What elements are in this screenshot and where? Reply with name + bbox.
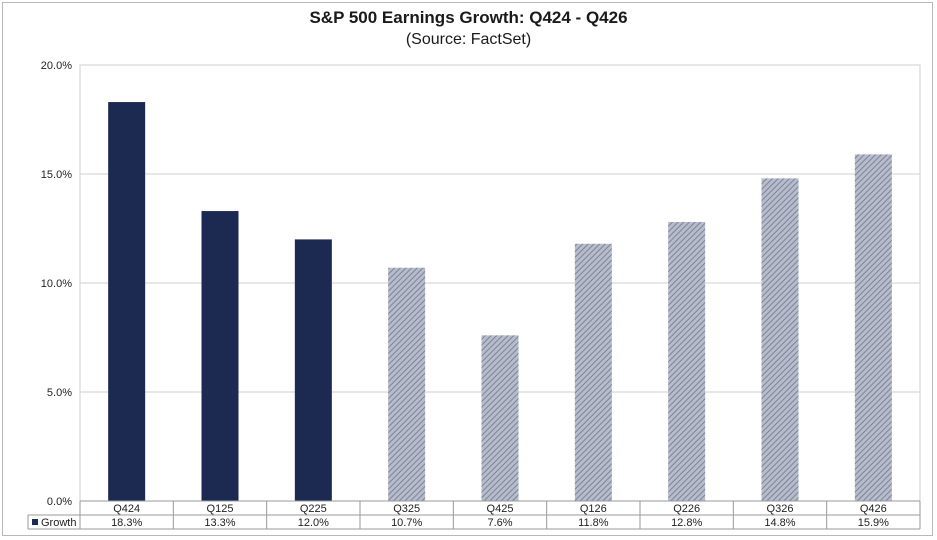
data-label: 18.3% [111,517,142,529]
x-tick-label: Q425 [487,503,514,515]
bars [108,102,892,502]
bar-q225 [294,239,332,501]
y-axis: 0.0% 5.0% 10.0% 15.0% 20.0% [41,60,72,508]
x-tick-label: Q326 [767,503,794,515]
y-tick-label: 15.0% [41,169,72,181]
data-table: Q424 18.3% Q125 13.3% Q225 12.0% Q325 10.7% Q425… [27,500,921,530]
data-label: 15.9% [858,517,889,529]
bar-q425 [481,335,519,501]
data-label: 12.0% [298,517,329,529]
legend-swatch [32,519,38,525]
bar-q125 [201,211,239,501]
data-label: 11.8% [578,517,609,529]
bar-q424 [108,102,146,501]
legend-label: Growth [41,517,76,529]
x-tick-label: Q225 [300,503,327,515]
x-tick-label: Q125 [207,503,234,515]
data-label: 14.8% [764,517,795,529]
bar-q426 [854,154,892,501]
chart-subtitle: (Source: FactSet) [405,31,532,48]
x-tick-label: Q126 [580,503,607,515]
data-label: 12.8% [671,517,702,529]
data-label: 13.3% [204,517,235,529]
y-tick-label: 0.0% [47,496,72,508]
bar-q226 [668,221,706,501]
data-label: 10.7% [391,517,422,529]
bar-q325 [388,267,426,501]
chart-title: S&P 500 Earnings Growth: Q424 - Q426 [309,8,628,27]
y-tick-label: 20.0% [41,60,72,72]
x-tick-label: Q426 [860,503,887,515]
x-tick-label: Q424 [113,503,140,515]
data-label: 7.6% [487,517,512,529]
bar-q326 [761,178,799,502]
x-tick-label: Q325 [393,503,420,515]
y-tick-label: 10.0% [41,278,72,290]
bar-q126 [574,243,612,501]
y-tick-label: 5.0% [47,387,72,399]
x-tick-label: Q226 [673,503,700,515]
